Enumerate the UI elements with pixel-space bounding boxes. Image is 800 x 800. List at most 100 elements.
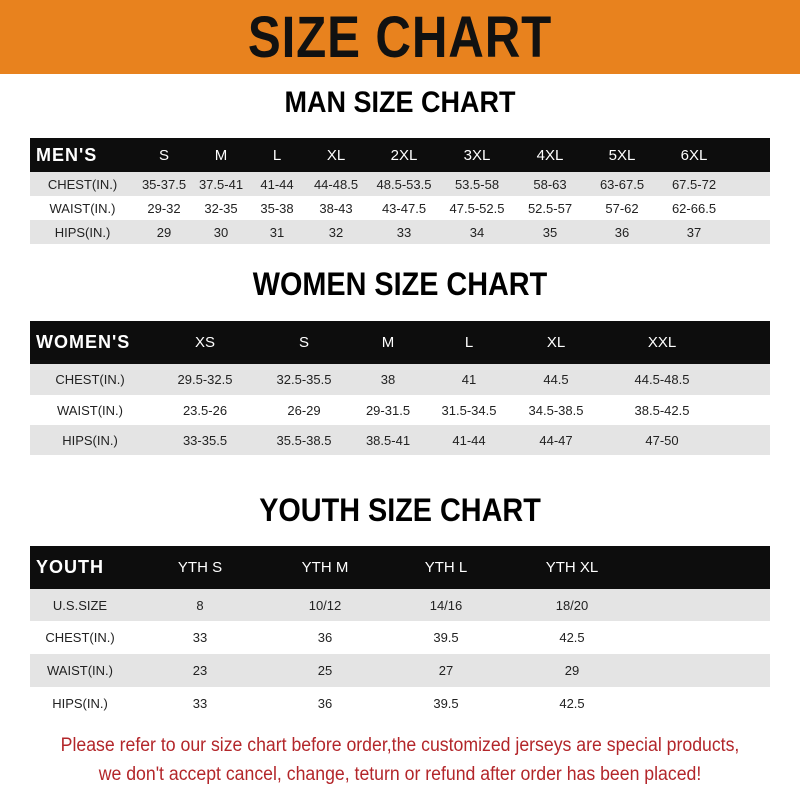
cell: 33 [396,224,412,240]
cell: 4XL [536,146,564,164]
cell: 31 [269,224,285,240]
cell: 27 [438,663,454,678]
row-label: U.S.SIZE [52,597,108,613]
cell: 35-37.5 [141,176,187,192]
row-label: WOMEN'S [36,332,131,352]
women-size-table: WOMEN'S XS S M L XL XXL CHEST(IN.) 29.5-32.5 32.5… [30,321,770,455]
table-row: WAIST(IN.) 23.5-26 26-29 29-31.5 31.5-34.5 34… [30,395,770,425]
cell: M [381,334,395,351]
cell: 38 [380,372,396,387]
row-label: MEN'S [36,144,98,165]
note-line-1: Please refer to our size chart before or… [60,735,740,756]
cell: 44-47 [539,432,573,448]
cell: XL [326,146,346,164]
cell: 3XL [463,146,491,164]
cell: 31.5-34.5 [441,402,497,418]
table-row: HIPS(IN.) 33-35.5 35.5-38.5 38.5-41 41-44 44-… [30,425,770,455]
cell: L [272,146,282,164]
table-row: WAIST(IN.) 23 25 27 29 [30,654,770,687]
cell: 42.5 [559,630,585,645]
cell: XXL [647,334,677,351]
cell: 18/20 [555,597,589,613]
cell: 36 [317,696,333,711]
women-title: WOMEN SIZE CHART [252,266,548,302]
cell: 33-35.5 [182,432,228,448]
cell: 44-48.5 [313,176,359,192]
cell: 34.5-38.5 [528,402,584,418]
cell: M [214,146,228,164]
table-header: WOMEN'S XS S M L XL XXL [30,321,770,364]
cell: 35-38 [260,200,294,216]
cell: 14/16 [429,597,463,613]
cell: 32.5-35.5 [276,372,332,387]
men-size-table: MEN'S S M L XL 2XL 3XL 4XL 5XL 6XL CHEST(IN.) 35-37… [30,138,770,244]
cell: 44.5-48.5 [634,372,690,387]
cell: 32-35 [204,200,238,216]
table-row: CHEST(IN.) 29.5-32.5 32.5-35.5 38 41 44.5 44.5… [30,364,770,395]
cell: 5XL [608,146,636,164]
cell: 58-63 [533,176,567,192]
cell: 33 [192,696,208,711]
cell: 36 [614,224,630,240]
row-label: WAIST(IN.) [47,663,113,678]
cell: 26-29 [287,402,321,418]
cell: 23.5-26 [182,402,228,418]
cell: 2XL [390,146,418,164]
row-label: YOUTH [36,557,104,577]
cell: S [158,146,169,164]
cell: 41 [461,372,477,387]
men-title: MAN SIZE CHART [284,86,516,119]
cell: 63-67.5 [599,176,645,192]
table-row: U.S.SIZE 8 10/12 14/16 18/20 [30,589,770,621]
cell: 29-32 [147,200,181,216]
row-label: HIPS(IN.) [54,224,111,240]
cell: XL [546,334,566,351]
cell: 38.5-42.5 [634,402,690,418]
row-label: HIPS(IN.) [62,432,118,448]
row-label: HIPS(IN.) [52,696,108,711]
cell: 29.5-32.5 [177,372,233,387]
cell: 29 [564,663,580,678]
youth-title: YOUTH SIZE CHART [259,492,541,528]
cell: 41-44 [260,176,294,192]
table-row: CHEST(IN.) 35-37.5 37.5-41 41-44 44-48.5 48.5… [30,172,770,196]
cell: 25 [317,663,333,678]
table-row: HIPS(IN.) 33 36 39.5 42.5 [30,687,770,720]
cell: 29 [156,224,172,240]
cell: 35 [542,224,558,240]
cell: 47-50 [645,432,679,448]
cell: 47.5-52.5 [449,200,505,216]
cell: YTH XL [545,559,599,576]
cell: YTH M [301,559,349,576]
cell: 62-66.5 [671,200,717,216]
cell: YTH L [424,559,468,576]
cell: S [298,334,309,351]
row-label: CHEST(IN.) [45,630,115,645]
cell: 37.5-41 [198,176,244,192]
table-row: HIPS(IN.) 29 30 31 32 33 34 35 36 37 [30,220,770,244]
cell: 6XL [680,146,708,164]
cell: 48.5-53.5 [376,176,432,192]
cell: 57-62 [605,200,639,216]
table-header: YOUTH YTH S YTH M YTH L YTH XL [30,546,770,589]
cell: 36 [317,630,333,645]
row-label: CHEST(IN.) [47,176,118,192]
cell: 8 [196,597,204,613]
cell: 38.5-41 [365,432,411,448]
cell: 35.5-38.5 [276,432,332,448]
cell: 32 [328,224,344,240]
row-label: WAIST(IN.) [57,402,123,418]
youth-size-table: YOUTH YTH S YTH M YTH L YTH XL U.S.SIZE 8 10/12… [30,546,770,720]
cell: XS [194,334,215,351]
cell: 44.5 [543,372,569,387]
cell: L [464,334,474,351]
cell: 38-43 [319,200,353,216]
cell: 42.5 [559,696,585,711]
cell: 34 [469,224,485,240]
note-line-2: we don't accept cancel, change, teturn o… [98,764,702,785]
banner: SIZE CHART [0,0,800,74]
table-row: CHEST(IN.) 33 36 39.5 42.5 [30,621,770,654]
row-label: CHEST(IN.) [55,372,125,387]
cell: 29-31.5 [365,402,411,418]
table-row: WAIST(IN.) 29-32 32-35 35-38 38-43 43-47.5 47.… [30,196,770,220]
